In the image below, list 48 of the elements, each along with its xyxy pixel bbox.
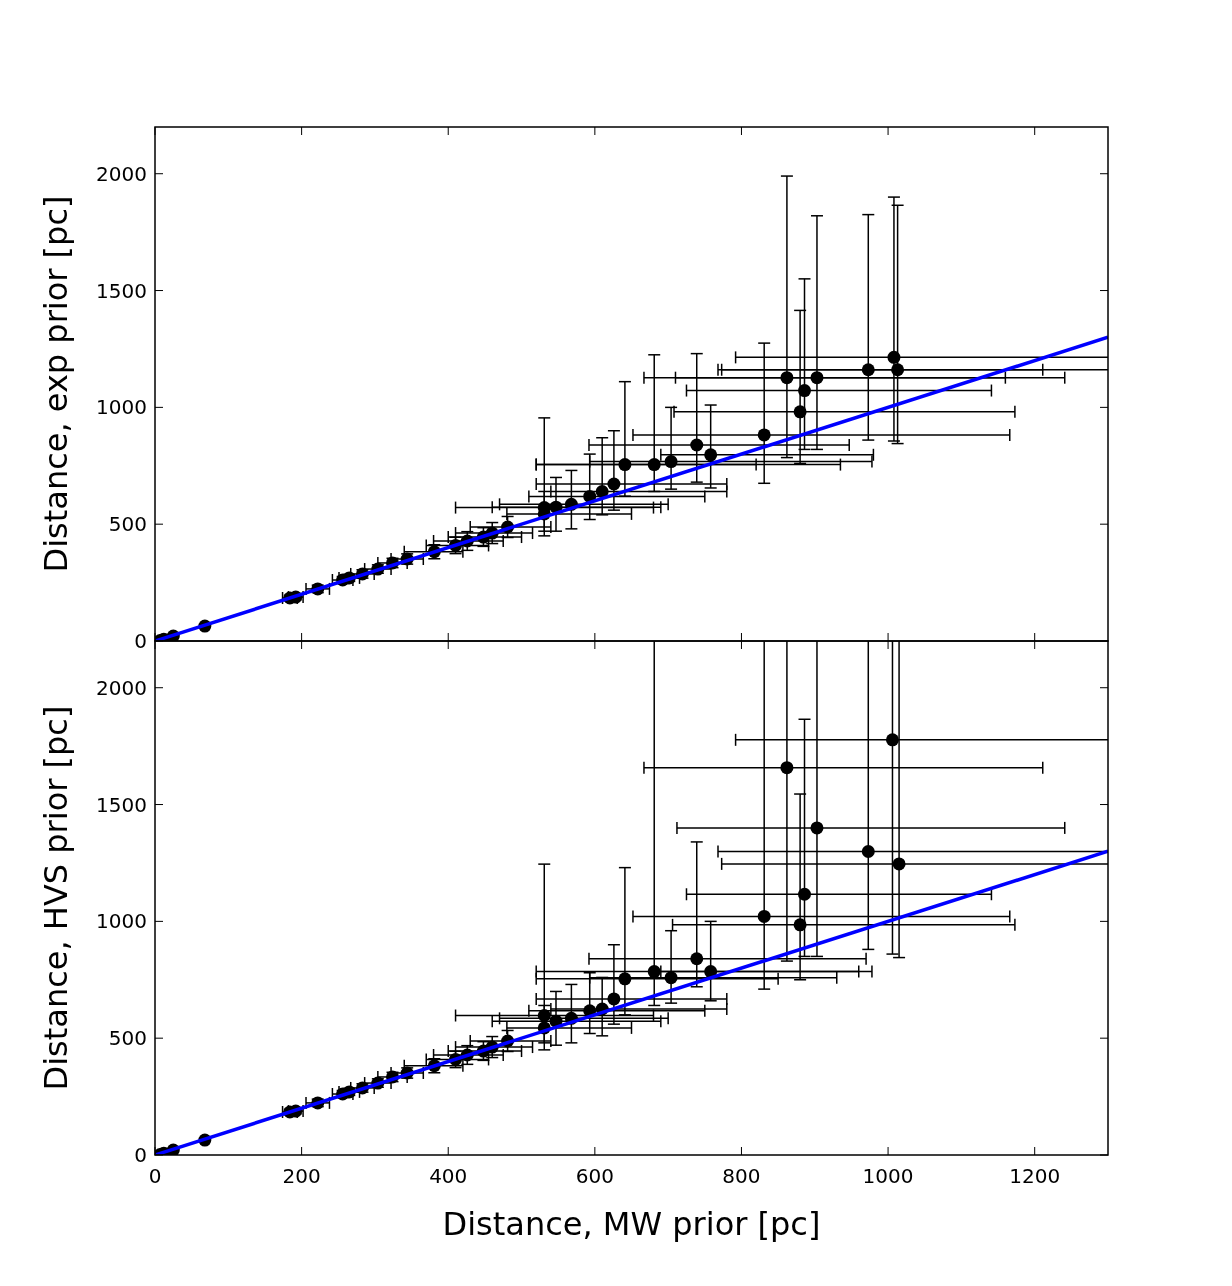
point [793,405,807,419]
point [537,1009,551,1023]
point [595,484,609,498]
point [647,458,661,472]
point [891,363,905,377]
x-axis-title: Distance, MW prior [pc] [442,1205,821,1243]
point [690,438,704,452]
point [618,972,632,986]
point [810,371,824,385]
point [810,821,824,835]
y-tick-label: 2000 [96,675,147,700]
point [780,371,794,385]
point [780,761,794,775]
y-tick-label: 0 [134,1143,147,1167]
y-tick-label: 1000 [96,909,147,934]
point [793,918,807,932]
x-tick-label: 1200 [1009,1164,1061,1188]
point [798,887,812,901]
point [887,350,901,364]
point [757,428,771,442]
point [607,992,621,1006]
point [664,971,678,985]
x-tick-label: 1000 [862,1164,914,1188]
point [885,733,899,747]
x-tick-label: 600 [575,1164,614,1188]
point [861,845,875,859]
point [690,952,704,966]
y-tick-label: 1500 [96,278,147,303]
y-axis-title: Distance, exp prior [pc] [37,195,75,573]
point [647,965,661,979]
x-tick-label: 400 [429,1164,468,1188]
point [704,448,718,462]
x-tick-label: 200 [282,1164,321,1188]
y-tick-label: 2000 [96,161,147,186]
y-tick-label: 500 [108,1026,147,1051]
point [607,477,621,491]
x-tick-label: 800 [722,1164,761,1188]
y-tick-label: 500 [108,512,147,537]
point [618,458,632,472]
point [664,455,678,469]
y-tick-label: 0 [134,629,147,653]
point [757,909,771,923]
y-tick-label: 1000 [96,395,147,420]
y-tick-label: 1500 [96,792,147,817]
point [861,363,875,377]
y-axis-title: Distance, HVS prior [pc] [37,705,75,1091]
point [892,857,906,871]
point [798,384,812,398]
